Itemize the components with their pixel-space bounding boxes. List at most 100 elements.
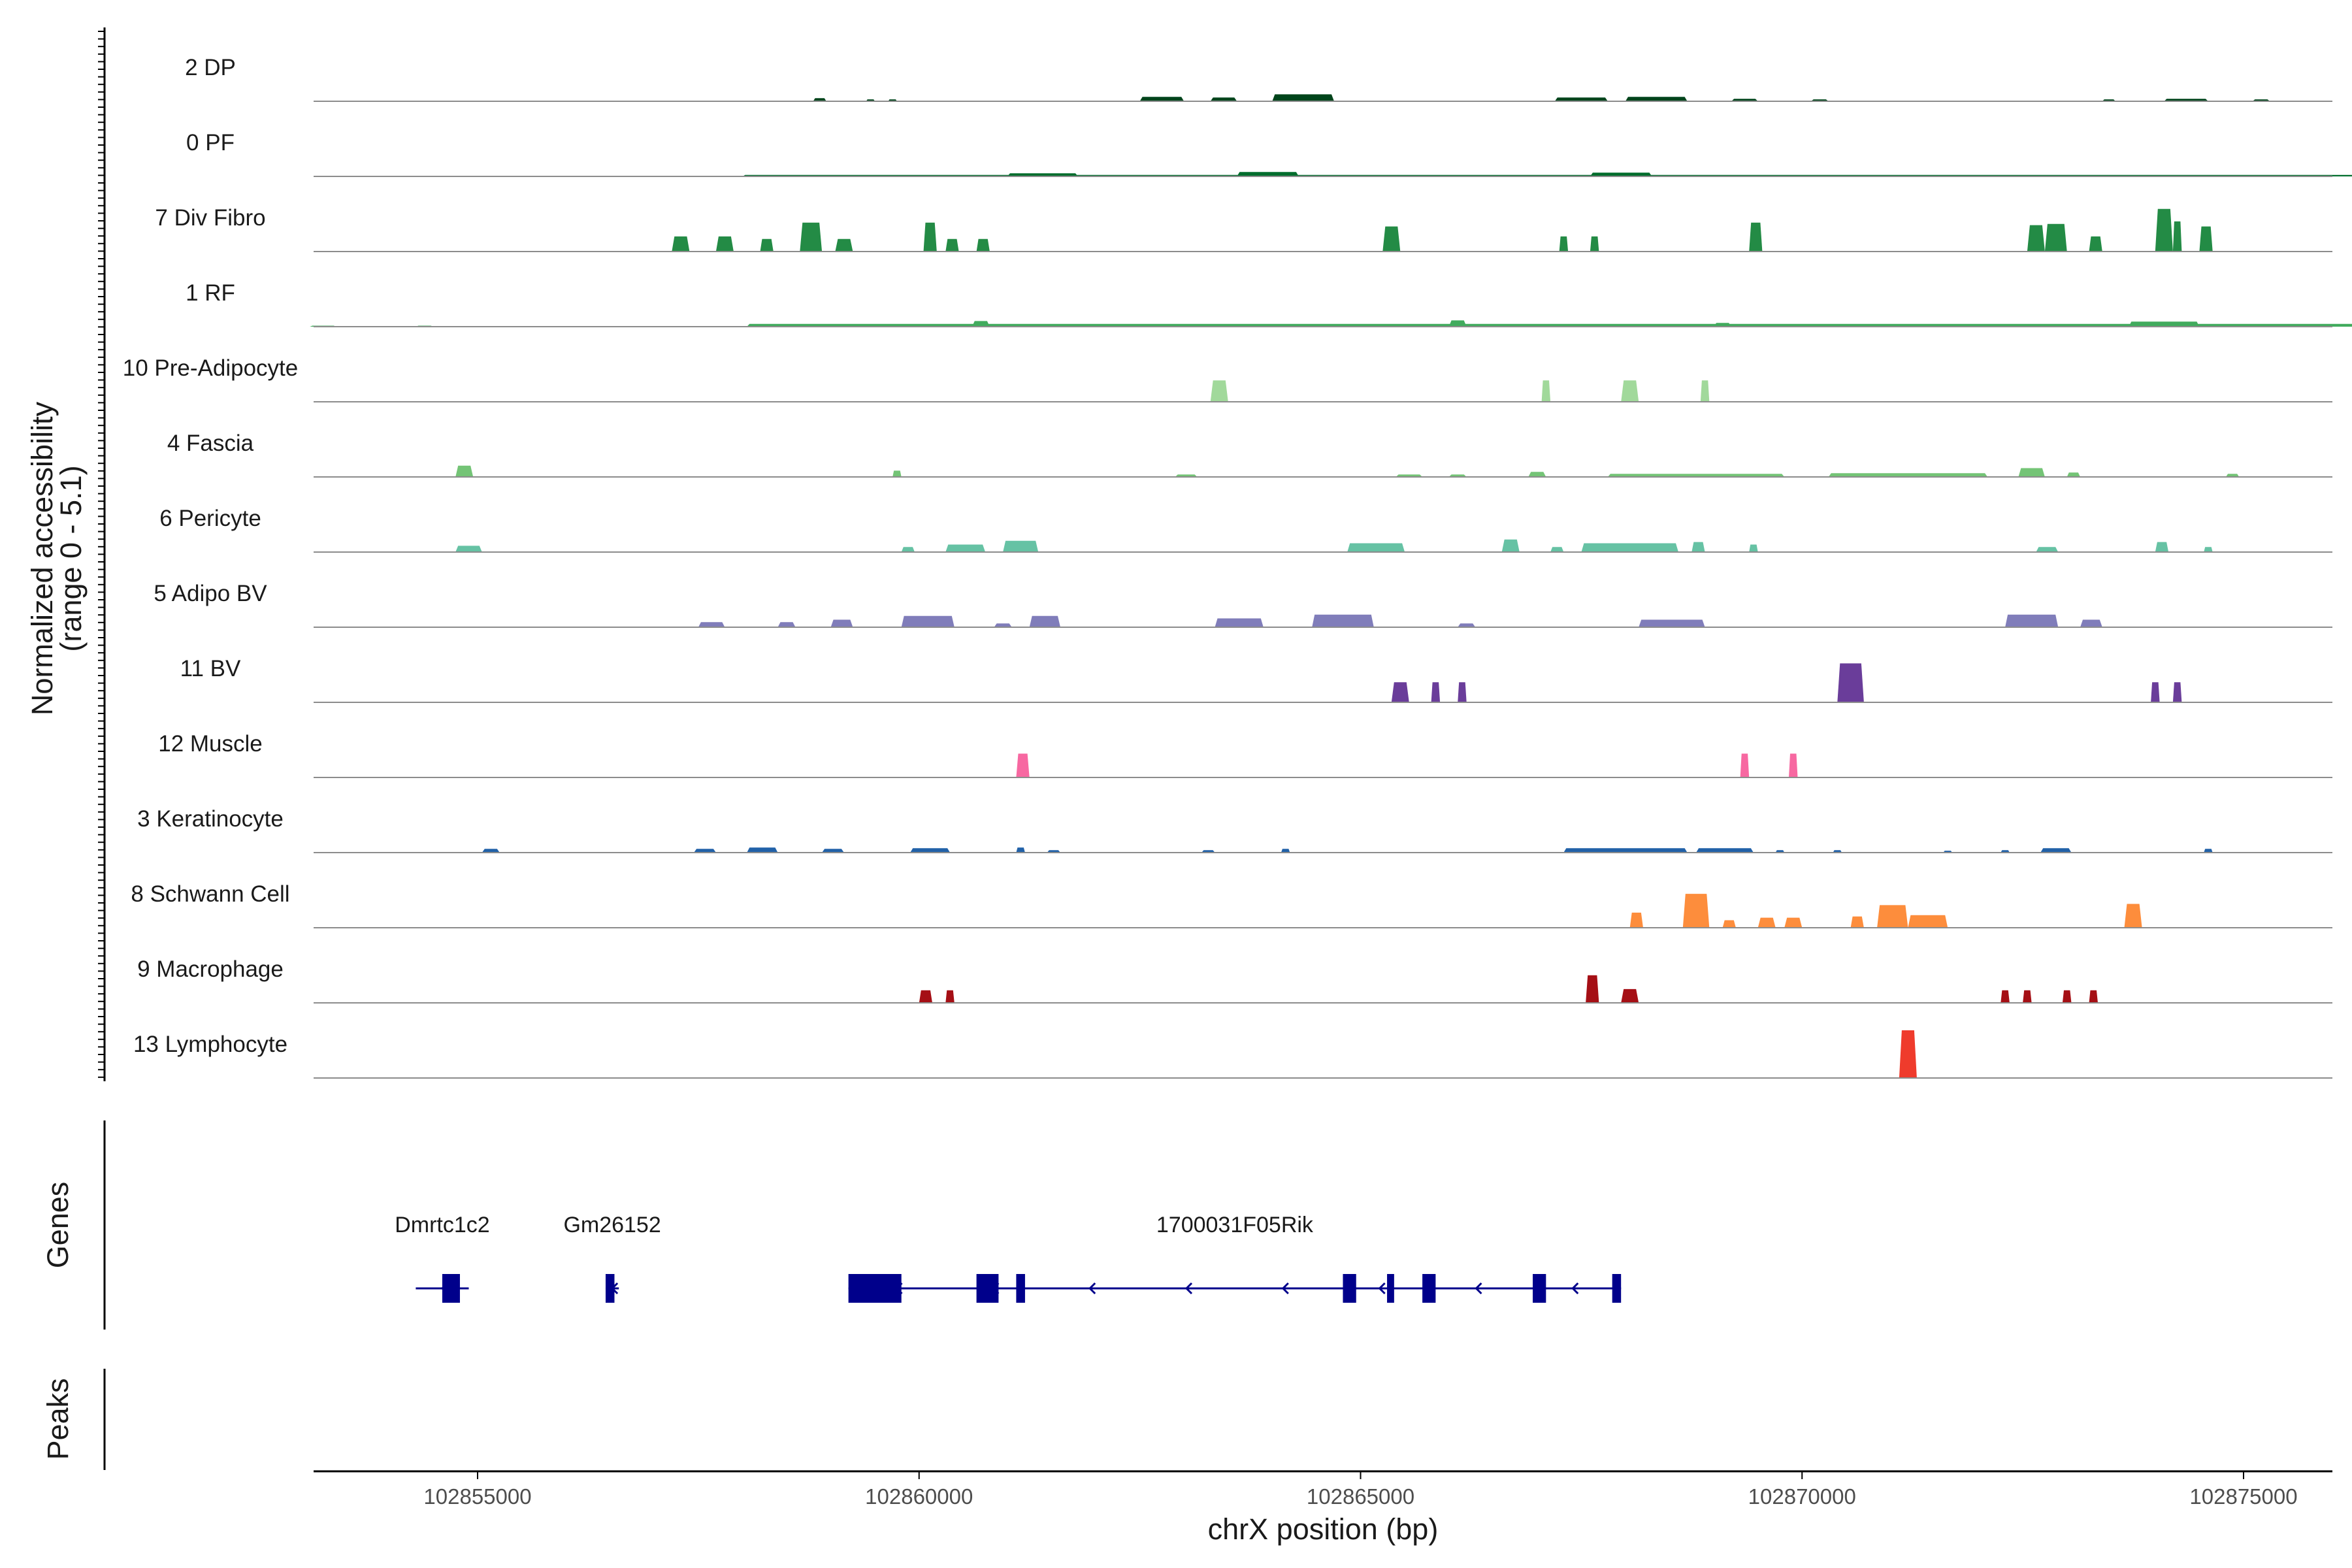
- x-tick-label: 102855000: [423, 1484, 531, 1509]
- accessibility-peak: [1621, 380, 1639, 402]
- accessibility-peak: [1621, 988, 1639, 1003]
- accessibility-peak: [1210, 380, 1228, 402]
- accessibility-peak: [1850, 916, 1864, 928]
- accessibility-peak: [1458, 682, 1467, 702]
- accessibility-peak: [747, 323, 2352, 327]
- gene-exon: [1387, 1274, 1394, 1303]
- accessibility-peak: [1700, 380, 1710, 402]
- accessibility-peak: [1837, 663, 1864, 702]
- accessibility-peak: [1625, 97, 1688, 101]
- x-axis-ticks: 102855000 102860000 102865000 102870000 1028…: [423, 1471, 2298, 1509]
- accessibility-peak: [2204, 849, 2213, 853]
- accessibility-peak: [2172, 682, 2182, 702]
- accessibility-peak: [919, 990, 932, 1003]
- accessibility-peak: [1029, 615, 1060, 627]
- accessibility-peak: [1139, 97, 1184, 101]
- accessibility-peak: [2155, 542, 2169, 552]
- accessibility-peak: [2204, 547, 2213, 552]
- track-label: 7 Div Fibro: [155, 205, 265, 231]
- y-axis-title-line1: Normalized accessibility: [25, 401, 59, 715]
- track-5: 10 Pre-Adipocyte: [123, 355, 2332, 402]
- track-label: 9 Macrophage: [137, 956, 284, 982]
- track-9: 11 BV: [180, 656, 2332, 703]
- peaks-panel-label: Peaks: [41, 1378, 74, 1460]
- accessibility-peak: [1899, 1030, 1917, 1078]
- gene-label: Dmrtc1c2: [395, 1213, 489, 1237]
- coverage-y-ticks: [98, 31, 105, 1078]
- accessibility-peak: [482, 849, 500, 853]
- gene-exon: [605, 1274, 615, 1303]
- accessibility-peak: [2027, 225, 2045, 252]
- accessibility-peak: [1007, 173, 1078, 176]
- accessibility-peak: [1016, 753, 1030, 777]
- accessibility-peak: [747, 847, 778, 853]
- accessibility-peak: [1696, 848, 1754, 853]
- accessibility-peak: [830, 619, 853, 627]
- track-area: 2 DP 0 PF 7 Div Fibro 1 RF 10 Pre-Adipocyte 4…: [123, 55, 2352, 1079]
- accessibility-peak: [1550, 547, 1564, 552]
- accessibility-peak: [1607, 474, 1785, 477]
- accessibility-peak: [1448, 320, 1467, 327]
- gene-annotation-area: Dmrtc1c2 Gm26152 1700031F05Rik: [395, 1213, 1622, 1303]
- accessibility-peak: [2036, 547, 2059, 552]
- accessibility-peak: [455, 465, 474, 477]
- accessibility-peak: [813, 98, 826, 101]
- accessibility-peak: [910, 848, 951, 853]
- y-axis-title-line2: (range 0 - 5.1): [54, 465, 88, 651]
- accessibility-peak: [901, 547, 915, 552]
- gene-exon: [1016, 1274, 1025, 1303]
- accessibility-peak: [994, 623, 1012, 627]
- x-tick-label: 102860000: [865, 1484, 973, 1509]
- accessibility-peak: [2080, 619, 2102, 627]
- accessibility-peak: [1003, 540, 1039, 552]
- accessibility-peak: [972, 321, 990, 327]
- accessibility-peak: [2124, 904, 2142, 928]
- accessibility-peak: [1215, 618, 1264, 627]
- accessibility-peak: [694, 849, 716, 853]
- x-tick-label: 102875000: [2189, 1484, 2297, 1509]
- accessibility-peak: [976, 238, 990, 252]
- accessibility-peak: [892, 470, 902, 477]
- accessibility-peak: [2005, 614, 2059, 627]
- accessibility-peak: [1554, 97, 1608, 101]
- accessibility-peak: [1590, 172, 1652, 176]
- genes-panel-label: Genes: [41, 1182, 74, 1269]
- gene-exon: [1343, 1274, 1356, 1303]
- accessibility-peak: [1789, 753, 1798, 777]
- accessibility-peak: [2226, 474, 2240, 477]
- accessibility-peak: [2151, 682, 2160, 702]
- accessibility-peak: [1016, 847, 1025, 853]
- accessibility-peak: [1749, 222, 1763, 252]
- accessibility-peak: [1877, 905, 1908, 928]
- track-2: 0 PF: [186, 130, 2352, 177]
- accessibility-peak: [1722, 920, 1736, 928]
- accessibility-peak: [1586, 975, 1599, 1003]
- gene-exon: [976, 1274, 999, 1303]
- accessibility-peak: [2129, 321, 2200, 327]
- x-tick-label: 102870000: [1748, 1484, 1856, 1509]
- track-7: 6 Pericyte: [159, 506, 2332, 553]
- strand-arrow: [1378, 1282, 1386, 1295]
- accessibility-peak: [1563, 848, 1688, 853]
- accessibility-peak: [1590, 236, 1599, 252]
- x-tick-label: 102865000: [1307, 1484, 1414, 1509]
- accessibility-peak: [2062, 990, 2072, 1003]
- accessibility-peak: [1749, 544, 1758, 552]
- accessibility-peak: [1528, 472, 1546, 477]
- track-label: 6 Pericyte: [159, 506, 261, 531]
- gene-gm26152: Gm26152: [563, 1213, 661, 1303]
- accessibility-peak: [2040, 848, 2072, 853]
- accessibility-peak: [1691, 542, 1705, 552]
- accessibility-peak: [1237, 172, 1299, 176]
- accessibility-peak: [1639, 619, 1705, 627]
- accessibility-peak: [945, 544, 986, 552]
- gene-1700031f05rik: 1700031F05Rik: [848, 1213, 1622, 1303]
- track-8: 5 Adipo BV: [154, 581, 2332, 628]
- accessibility-peak: [1458, 623, 1476, 627]
- accessibility-peak: [1312, 614, 1374, 627]
- gene-dmrtc1c2: Dmrtc1c2: [395, 1213, 490, 1303]
- track-label: 4 Fascia: [167, 431, 254, 456]
- accessibility-peak: [800, 222, 823, 252]
- track-label: 3 Keratinocyte: [137, 806, 284, 832]
